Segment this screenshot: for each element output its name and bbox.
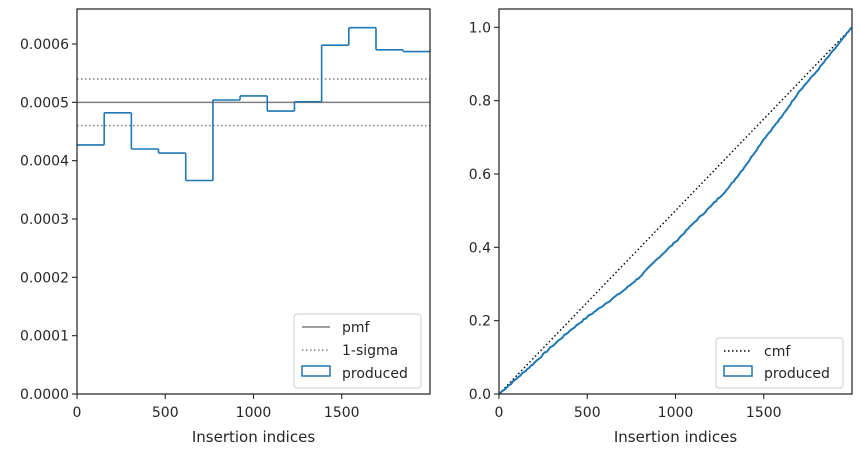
cumulative-panel: 0.0 0.2 0.4 0.6 0.8 1.0 0 500 1000 1500 Insertio…: [469, 8, 853, 446]
plot-frame: [76, 8, 431, 395]
y-tick-label: 1.0: [469, 20, 491, 36]
legend-produced-label: produced: [342, 366, 408, 382]
cmf-line: [498, 26, 853, 395]
histogram-bins: [77, 26, 430, 182]
x-tick-label: 1000: [236, 405, 272, 421]
y-tick-label: 0.4: [469, 240, 491, 256]
histogram-panel: 0.0000 0.0001 0.0002 0.0003 0.0004 0.0005 0.00…: [20, 8, 431, 446]
x-tick-label: 1500: [324, 405, 360, 421]
legend: pmf 1-sigma produced: [293, 313, 422, 389]
legend-pmf-label: pmf: [342, 320, 371, 336]
x-axis-ticks: 0 500 1000 1500: [495, 394, 782, 421]
y-tick-label: 0.8: [469, 94, 491, 110]
y-tick-label: 0.0001: [20, 329, 69, 345]
legend-produced-swatch: [301, 365, 331, 377]
legend-sigma-label: 1-sigma: [342, 343, 398, 359]
y-tick-label: 0.0000: [20, 387, 69, 403]
y-tick-label: 0.0005: [20, 95, 69, 111]
x-axis-ticks: 0 500 1000 1500: [73, 394, 360, 421]
y-tick-label: 0.0: [469, 387, 491, 403]
y-tick-label: 0.6: [469, 167, 491, 183]
produced-cumulative-line: [498, 26, 853, 395]
x-tick-label: 1500: [746, 405, 782, 421]
x-tick-label: 500: [574, 405, 601, 421]
x-tick-label: 0: [73, 405, 82, 421]
legend-box: [293, 313, 422, 389]
y-tick-label: 0.0002: [20, 270, 69, 286]
legend-produced-swatch: [723, 365, 753, 377]
y-axis-ticks: 0.0000 0.0001 0.0002 0.0003 0.0004 0.0005 0.00…: [20, 37, 77, 403]
x-tick-label: 0: [495, 405, 504, 421]
y-tick-label: 0.0004: [20, 154, 69, 170]
y-tick-label: 0.0006: [20, 37, 69, 53]
x-axis-label: Insertion indices: [614, 428, 737, 446]
legend-produced-label: produced: [764, 366, 830, 382]
y-axis-ticks: 0.0 0.2 0.4 0.6 0.8 1.0: [469, 20, 499, 403]
plot-frame: [498, 8, 853, 395]
y-tick-label: 0.0003: [20, 212, 69, 228]
legend-cmf-label: cmf: [764, 344, 791, 360]
y-tick-label: 0.2: [469, 314, 491, 330]
sigma-band-lines: [77, 78, 430, 127]
x-axis-label: Insertion indices: [192, 428, 315, 446]
x-tick-label: 500: [152, 405, 179, 421]
legend: cmf produced: [715, 337, 844, 389]
x-tick-label: 1000: [658, 405, 694, 421]
